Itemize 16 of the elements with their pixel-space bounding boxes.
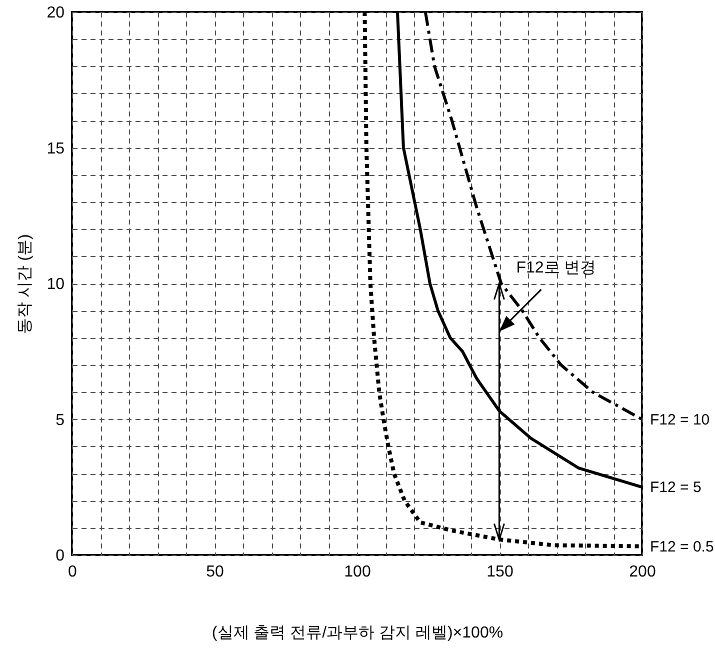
y-axis-title: 동작 시간 (분) bbox=[16, 234, 34, 334]
x-tick-label: 100 bbox=[344, 564, 371, 580]
y-tick-label: 10 bbox=[46, 276, 65, 293]
y-tick-label: 5 bbox=[56, 412, 65, 429]
y-tick-label: 0 bbox=[56, 548, 65, 564]
annotation: F12로 변경 bbox=[516, 260, 596, 276]
x-tick-label: 200 bbox=[629, 564, 656, 580]
x-tick-label: 150 bbox=[486, 564, 514, 580]
x-tick-label: 50 bbox=[206, 564, 224, 580]
series-label: F12 = 5 bbox=[650, 479, 702, 496]
series-label: F12 = 10 bbox=[650, 411, 710, 428]
x-axis-title: (실제 출력 전류/과부하 감지 레벨)×100% bbox=[212, 624, 504, 642]
x-tick-label: 0 bbox=[68, 564, 78, 580]
y-tick-label: 15 bbox=[46, 140, 65, 158]
y-tick-label: 20 bbox=[46, 4, 65, 22]
series-label: F12 = 0.5 bbox=[650, 538, 714, 556]
